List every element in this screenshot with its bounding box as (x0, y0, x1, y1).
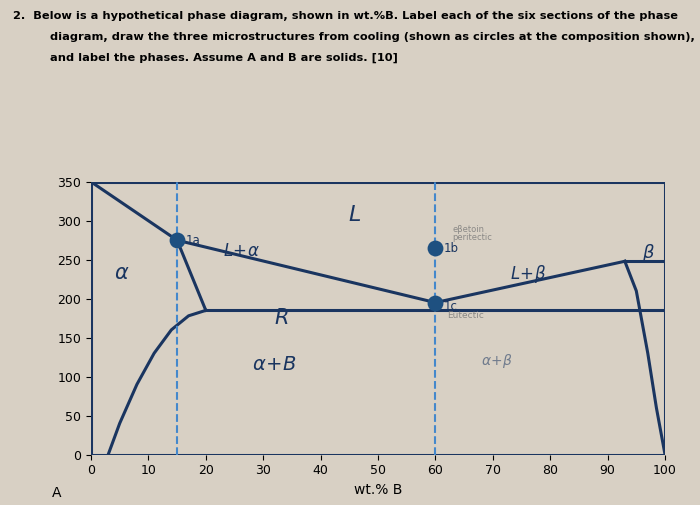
Text: Eutectic: Eutectic (447, 311, 484, 320)
Text: $\alpha\!+\!B$: $\alpha\!+\!B$ (252, 356, 296, 374)
Text: 1c: 1c (444, 300, 458, 314)
Text: L: L (349, 205, 361, 225)
Text: R: R (274, 308, 289, 328)
Point (172, 236, 183, 244)
Text: $\beta$: $\beta$ (642, 242, 655, 264)
Text: 1a: 1a (186, 234, 200, 247)
Text: $L\!+\!\alpha$: $L\!+\!\alpha$ (223, 242, 260, 260)
Text: $L\!+\!\beta$: $L\!+\!\beta$ (510, 263, 547, 285)
Text: diagram, draw the three microstructures from cooling (shown as circles at the co: diagram, draw the three microstructures … (34, 32, 694, 42)
Text: and label the phases. Assume A and B are solids. [10]: and label the phases. Assume A and B are… (34, 53, 398, 63)
Point (430, 244, 441, 252)
Point (430, 298, 441, 307)
Text: eβetoin: eβetoin (453, 225, 484, 234)
Text: A: A (52, 486, 62, 500)
X-axis label: wt.% B: wt.% B (354, 483, 402, 497)
Text: peritectic: peritectic (453, 233, 493, 242)
Text: $\alpha\!+\!\beta$: $\alpha\!+\!\beta$ (482, 352, 513, 370)
Text: 2.  Below is a hypothetical phase diagram, shown in wt.%B. Label each of the six: 2. Below is a hypothetical phase diagram… (13, 11, 678, 21)
Text: $\alpha$: $\alpha$ (114, 263, 130, 283)
Text: 1b: 1b (444, 242, 459, 255)
